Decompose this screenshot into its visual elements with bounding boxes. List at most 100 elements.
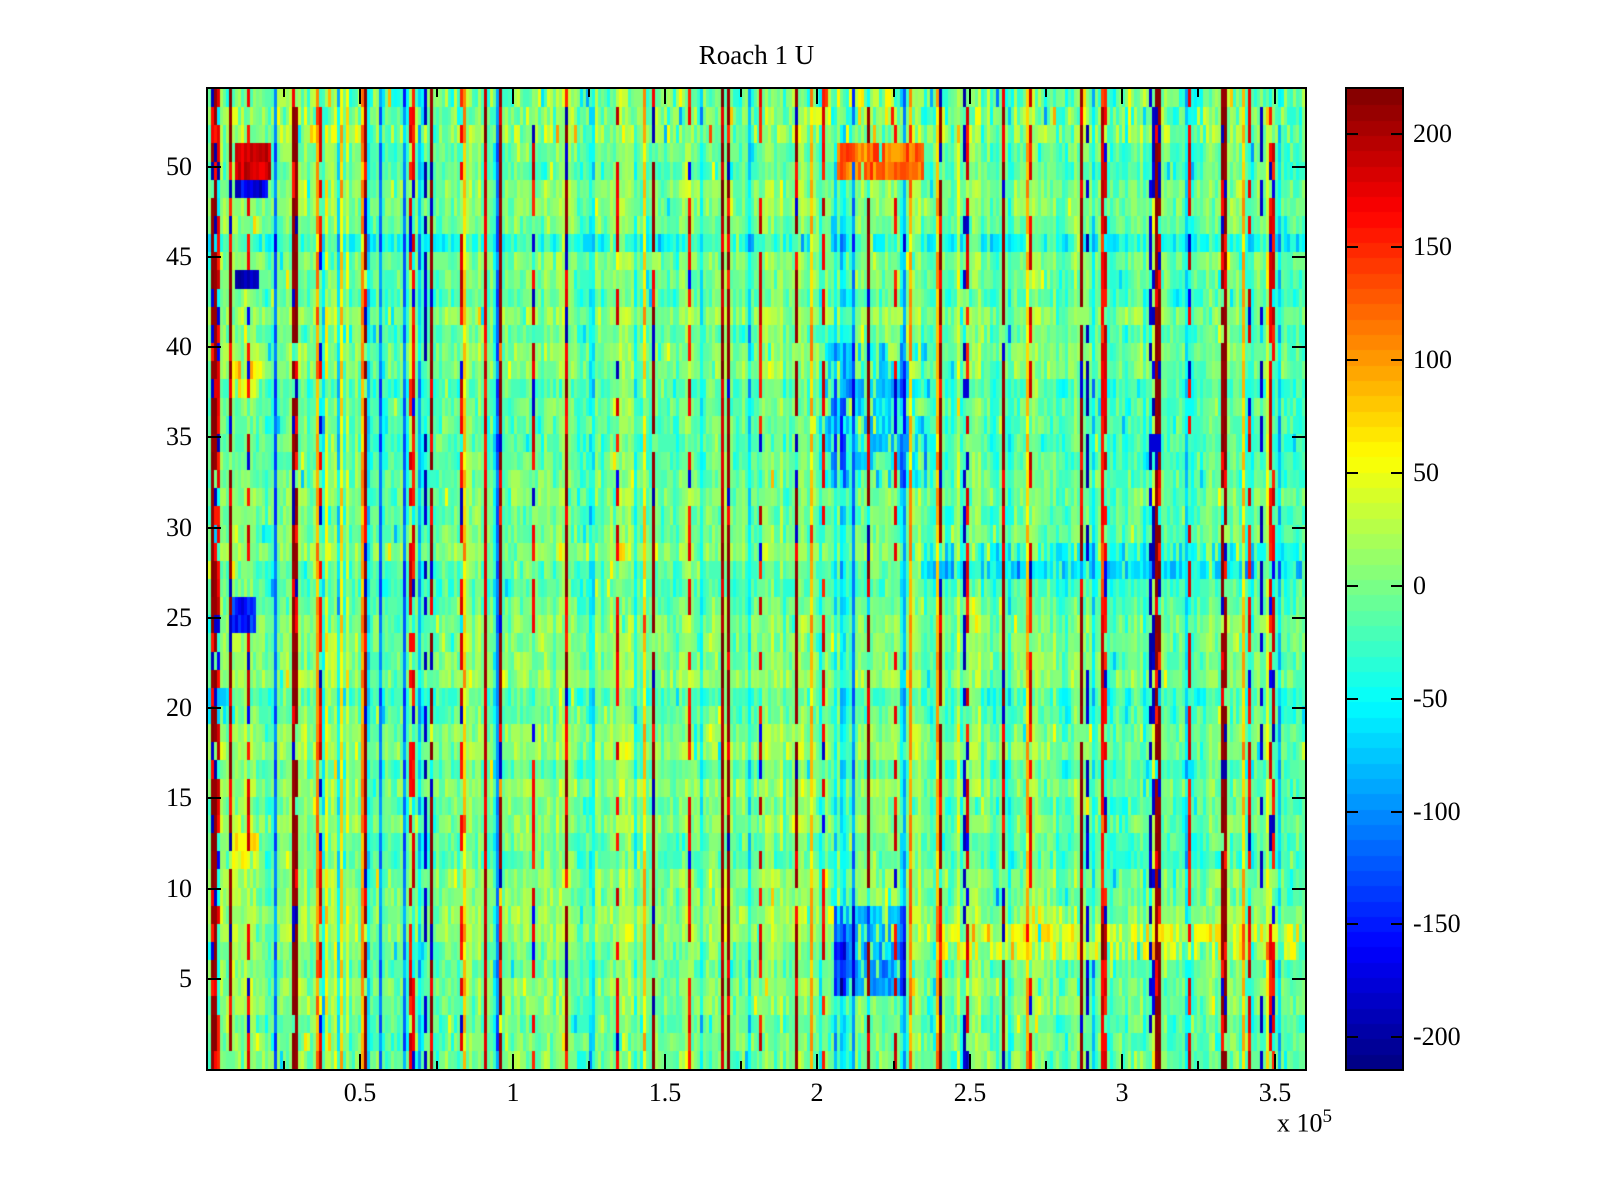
axis-tick (1292, 346, 1305, 348)
axis-tick (1292, 797, 1305, 799)
axis-tick (208, 166, 221, 168)
axis-tick (512, 89, 514, 104)
y-tick-label: 40 (166, 332, 192, 361)
axis-tick (588, 89, 590, 97)
colorbar (1345, 87, 1404, 1071)
axis-tick (359, 89, 361, 104)
axis-tick (969, 89, 971, 104)
axis-tick (1292, 166, 1305, 168)
axis-tick (1391, 585, 1402, 587)
axis-tick (1292, 527, 1305, 529)
colorbar-tick-label: 50 (1413, 458, 1439, 487)
axis-tick (1197, 89, 1199, 97)
x-tick-label: 2 (810, 1078, 824, 1107)
x-tick-label: 0.5 (343, 1078, 377, 1107)
colorbar-tick-label: -100 (1413, 797, 1461, 826)
axis-tick (283, 1061, 285, 1069)
axis-tick (1347, 923, 1358, 925)
axis-tick (1292, 707, 1305, 709)
y-tick-label: 15 (166, 783, 192, 812)
axis-tick (588, 1061, 590, 1069)
axis-tick (1121, 89, 1123, 104)
colorbar-tick-label: -200 (1413, 1022, 1461, 1051)
axis-tick (208, 527, 221, 529)
x-tick-label: 1 (506, 1078, 520, 1107)
y-tick-label: 10 (166, 874, 192, 903)
axis-tick (208, 707, 221, 709)
axis-tick (359, 1054, 361, 1069)
exponent-prefix: x 10 (1277, 1108, 1323, 1138)
x-tick-label: 2.5 (953, 1078, 987, 1107)
axis-tick (436, 1061, 438, 1069)
axis-tick (208, 797, 221, 799)
chart-title: Roach 1 U (698, 40, 815, 70)
axis-tick (1391, 133, 1402, 135)
axis-tick (740, 89, 742, 97)
exponent-value: 5 (1322, 1106, 1333, 1127)
y-tick-label: 20 (166, 693, 192, 722)
axis-tick (208, 978, 221, 980)
axis-tick (816, 89, 818, 104)
axis-tick (1292, 436, 1305, 438)
axis-tick (1347, 585, 1358, 587)
axis-tick (1347, 698, 1358, 700)
axis-tick (283, 89, 285, 97)
axis-tick (1347, 246, 1358, 248)
axis-tick (1391, 1036, 1402, 1038)
axis-tick (969, 1054, 971, 1069)
axis-tick (1292, 617, 1305, 619)
axis-tick (208, 888, 221, 890)
colorbar-canvas (1347, 89, 1402, 1069)
axis-tick (1347, 472, 1358, 474)
colorbar-tick-label: -50 (1413, 684, 1448, 713)
axis-tick (1121, 1054, 1123, 1069)
axis-tick (1292, 888, 1305, 890)
axis-tick (1347, 359, 1358, 361)
axis-tick (1274, 1054, 1276, 1069)
axis-tick (1391, 811, 1402, 813)
axis-tick (1391, 698, 1402, 700)
axis-tick (1391, 923, 1402, 925)
axis-tick (816, 1054, 818, 1069)
axis-tick (1347, 811, 1358, 813)
y-tick-label: 5 (179, 964, 192, 993)
colorbar-tick-label: -150 (1413, 909, 1461, 938)
axis-tick (1045, 89, 1047, 97)
axis-tick (1347, 133, 1358, 135)
axis-tick (436, 89, 438, 97)
axis-tick (1391, 359, 1402, 361)
heatmap-plot-area (206, 87, 1307, 1071)
colorbar-tick-label: 0 (1413, 571, 1426, 600)
axis-tick (664, 1054, 666, 1069)
axis-tick (740, 1061, 742, 1069)
axis-tick (893, 1061, 895, 1069)
axis-tick (1391, 246, 1402, 248)
colorbar-tick-label: 200 (1413, 119, 1452, 148)
axis-tick (208, 436, 221, 438)
axis-tick (208, 346, 221, 348)
y-tick-label: 35 (166, 422, 192, 451)
y-tick-label: 25 (166, 603, 192, 632)
y-tick-label: 50 (166, 152, 192, 181)
axis-tick (1391, 472, 1402, 474)
axis-tick (664, 89, 666, 104)
axis-tick (893, 89, 895, 97)
x-tick-label: 1.5 (648, 1078, 682, 1107)
axis-tick (1274, 89, 1276, 104)
axis-tick (208, 617, 221, 619)
x-tick-label: 3 (1115, 1078, 1129, 1107)
x-tick-label: 3.5 (1258, 1078, 1292, 1107)
colorbar-tick-label: 100 (1413, 345, 1452, 374)
axis-tick (208, 256, 221, 258)
x-axis-exponent-label: x 105 (1222, 1106, 1332, 1139)
y-tick-label: 45 (166, 242, 192, 271)
heatmap-canvas (208, 89, 1305, 1069)
axis-tick (512, 1054, 514, 1069)
axis-tick (1197, 1061, 1199, 1069)
colorbar-tick-label: 150 (1413, 232, 1452, 261)
axis-tick (1292, 256, 1305, 258)
axis-tick (1292, 978, 1305, 980)
axis-tick (1045, 1061, 1047, 1069)
axis-tick (1347, 1036, 1358, 1038)
